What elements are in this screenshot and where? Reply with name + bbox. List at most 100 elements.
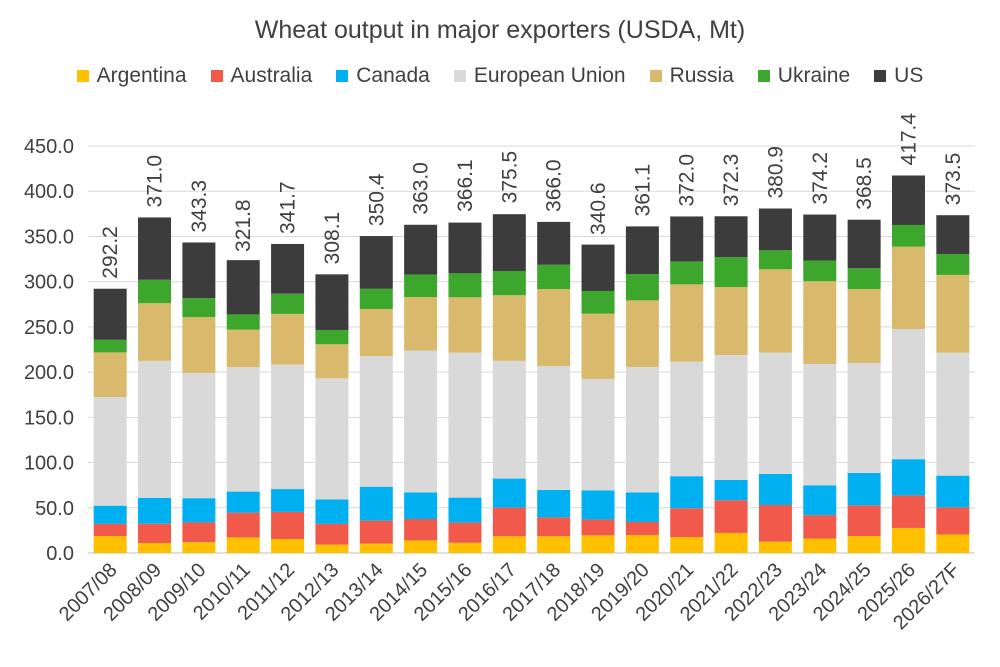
bar-segment bbox=[537, 221, 571, 265]
bar-segment bbox=[404, 224, 438, 275]
total-label: 341.7 bbox=[277, 181, 300, 234]
bar-segment bbox=[359, 288, 393, 309]
bar-segment bbox=[138, 217, 172, 280]
legend-item: US bbox=[874, 64, 923, 88]
bar-segment bbox=[93, 505, 127, 524]
bar-segment bbox=[226, 260, 260, 315]
bar-segment bbox=[537, 536, 571, 553]
legend-label: Argentina bbox=[96, 64, 187, 87]
y-tick-label: 300.0 bbox=[24, 272, 74, 294]
bar-segment bbox=[138, 523, 172, 544]
bar-segment bbox=[758, 250, 792, 270]
legend-swatch bbox=[757, 70, 770, 82]
bar-segment bbox=[714, 287, 748, 356]
total-label: 372.3 bbox=[720, 154, 743, 207]
bar-segment bbox=[891, 459, 925, 496]
y-tick-label: 0.0 bbox=[46, 543, 74, 565]
legend-item: European Union bbox=[453, 64, 626, 88]
bar-segment bbox=[182, 317, 216, 373]
bar-segment bbox=[492, 295, 526, 361]
bar-segment bbox=[891, 175, 925, 225]
legend: Argentina Australia Canada European Union Ru… bbox=[0, 64, 1000, 88]
total-label: 366.1 bbox=[454, 159, 477, 212]
bar-segment bbox=[271, 511, 305, 539]
bar-segment bbox=[93, 339, 127, 353]
bar-segment bbox=[891, 328, 925, 460]
legend-item: Australia bbox=[210, 64, 312, 88]
bar-segment bbox=[138, 303, 172, 361]
bar-segment bbox=[581, 535, 615, 553]
legend-swatch bbox=[336, 70, 349, 82]
bar-segment bbox=[315, 544, 349, 553]
bar-segment bbox=[448, 352, 482, 498]
bar-segment bbox=[670, 261, 704, 285]
bar-segment bbox=[315, 274, 349, 330]
bar-segment bbox=[670, 476, 704, 509]
bar-segment bbox=[138, 279, 172, 304]
legend-label: Russia bbox=[669, 64, 734, 87]
bar-segment bbox=[448, 497, 482, 523]
bar-segment bbox=[847, 268, 881, 290]
bar-segment bbox=[492, 270, 526, 296]
bar-segment bbox=[315, 523, 349, 545]
legend-label: European Union bbox=[473, 64, 626, 87]
bar-segment bbox=[581, 378, 615, 491]
bar-segment bbox=[758, 504, 792, 542]
bar-segment bbox=[492, 360, 526, 479]
bar-segment bbox=[625, 300, 659, 367]
bar-segment bbox=[714, 257, 748, 288]
total-label: 372.0 bbox=[676, 154, 699, 207]
bar-segment bbox=[93, 288, 127, 340]
bar-segment bbox=[803, 260, 837, 282]
bar-segment bbox=[625, 366, 659, 493]
y-tick-label: 200.0 bbox=[24, 362, 74, 384]
bar-segment bbox=[271, 243, 305, 294]
bar-segment bbox=[714, 216, 748, 258]
y-tick-label: 350.0 bbox=[24, 226, 74, 248]
bar-segment bbox=[758, 269, 792, 353]
total-label: 308.1 bbox=[321, 212, 344, 265]
bar-segment bbox=[537, 264, 571, 290]
bar-segment bbox=[803, 214, 837, 261]
bar-segment bbox=[537, 366, 571, 490]
bar-segment bbox=[226, 537, 260, 553]
bar-segment bbox=[404, 492, 438, 519]
bar-segment bbox=[714, 355, 748, 481]
total-label: 417.4 bbox=[897, 113, 920, 166]
bar-segment bbox=[803, 515, 837, 539]
bar-segment bbox=[670, 284, 704, 362]
bar-segment bbox=[670, 508, 704, 538]
bar-segment bbox=[93, 523, 127, 537]
bar-segment bbox=[492, 536, 526, 553]
chart-title: Wheat output in major exporters (USDA, M… bbox=[254, 16, 746, 44]
bar-segment bbox=[758, 541, 792, 553]
total-label: 368.5 bbox=[853, 157, 876, 210]
total-label: 366.0 bbox=[543, 159, 566, 212]
bar-segment bbox=[93, 397, 127, 506]
bar-segment bbox=[271, 313, 305, 365]
legend-swatch bbox=[649, 70, 662, 82]
bar-segment bbox=[359, 236, 393, 289]
y-tick-label: 250.0 bbox=[24, 317, 74, 339]
bar-segment bbox=[581, 313, 615, 379]
bar-segment bbox=[226, 512, 260, 538]
bar-segment bbox=[758, 473, 792, 505]
bar-segment bbox=[359, 520, 393, 544]
total-label: 343.3 bbox=[188, 180, 211, 233]
bar-segment bbox=[492, 214, 526, 271]
bar-segment bbox=[581, 290, 615, 314]
bar-segment bbox=[359, 486, 393, 521]
legend-label: Canada bbox=[356, 64, 430, 87]
bar-segment bbox=[936, 215, 970, 255]
bar-segment bbox=[271, 364, 305, 490]
bar-segment bbox=[537, 517, 571, 537]
bar-segment bbox=[847, 289, 881, 363]
bar-segment bbox=[182, 542, 216, 553]
bar-segment bbox=[448, 222, 482, 274]
y-tick-label: 150.0 bbox=[24, 407, 74, 429]
bar-segment bbox=[670, 361, 704, 477]
bar-segment bbox=[847, 219, 881, 269]
bar-segment bbox=[182, 372, 216, 499]
bar-segment bbox=[581, 244, 615, 291]
bar-segment bbox=[625, 492, 659, 522]
